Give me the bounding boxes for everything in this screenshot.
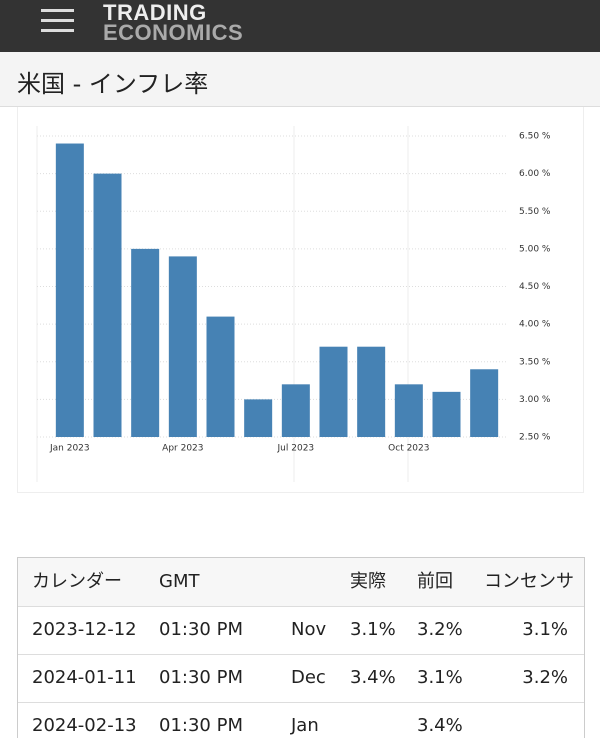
top-bar: TRADING ECONOMICS: [0, 0, 600, 52]
bar: [432, 391, 461, 437]
table-cell: 3.4%: [417, 715, 463, 736]
header-cell: 前回: [417, 571, 453, 592]
bar: [93, 173, 122, 437]
table-cell: 3.1%: [417, 667, 463, 688]
bar: [470, 369, 499, 437]
menu-icon[interactable]: [41, 19, 74, 22]
y-tick-label: 5.50 %: [519, 207, 551, 217]
bar: [394, 384, 423, 437]
x-tick-label: Oct 2023: [388, 444, 429, 454]
table-cell: 3.2%: [417, 619, 463, 640]
header-cell: GMT: [159, 571, 200, 592]
y-tick-label: 3.00 %: [519, 395, 551, 405]
logo[interactable]: TRADING: [103, 0, 207, 25]
calendar-table: カレンダー GMT 実際 前回 コンセンサ 2023-12-12 01:30 PM Nov 3.…: [17, 557, 585, 738]
table-cell: 01:30 PM: [159, 715, 243, 736]
table-cell: 3.1%: [522, 619, 568, 640]
bar: [281, 384, 310, 437]
table-row: 2024-02-13 01:30 PM Jan 3.4%: [18, 702, 584, 738]
header-cell: コンセンサ: [484, 571, 574, 592]
bar: [55, 143, 84, 437]
table-cell: 01:30 PM: [159, 619, 243, 640]
logo[interactable]: ECONOMICS: [103, 20, 244, 45]
table-cell: Jan: [291, 715, 319, 736]
table-header: カレンダー GMT 実際 前回 コンセンサ: [18, 558, 584, 607]
y-tick-label: 6.50 %: [519, 132, 551, 142]
y-tick-label: 2.50 %: [519, 433, 551, 443]
table-cell: 2024-02-13: [32, 715, 137, 736]
chart: 2.50 % 3.00 % 3.50 % 4.00 % 4.50 % 5.00 % 5.50…: [36, 126, 551, 482]
title-bar: 米国 - インフレ率: [0, 52, 600, 107]
table-cell: 01:30 PM: [159, 667, 243, 688]
y-tick-label: 4.50 %: [519, 282, 551, 292]
bar: [244, 399, 273, 437]
page-title: 米国 - インフレ率: [17, 70, 209, 98]
bar: [319, 346, 348, 437]
bar: [206, 316, 235, 437]
bar: [168, 256, 197, 437]
menu-icon[interactable]: [41, 9, 74, 12]
header-cell: 実際: [350, 571, 386, 592]
table-cell: Dec: [291, 667, 326, 688]
table-row: 2023-12-12 01:30 PM Nov 3.1% 3.2% 3.1%: [18, 606, 584, 655]
x-tick-label: Apr 2023: [162, 444, 203, 454]
table-row: 2024-01-11 01:30 PM Dec 3.4% 3.1% 3.2%: [18, 654, 584, 703]
y-tick-label: 3.50 %: [519, 357, 551, 367]
table-cell: 3.2%: [522, 667, 568, 688]
x-tick-label: Jan 2023: [49, 444, 90, 454]
table-cell: 2023-12-12: [32, 619, 137, 640]
table-cell: Nov: [291, 619, 327, 640]
table-cell: 3.1%: [350, 619, 396, 640]
bar: [357, 346, 386, 437]
table-cell: 2024-01-11: [32, 667, 137, 688]
y-tick-label: 6.00 %: [519, 169, 551, 179]
y-tick-label: 4.00 %: [519, 320, 551, 330]
table-cell: 3.4%: [350, 667, 396, 688]
menu-icon[interactable]: [41, 29, 74, 32]
header-cell: カレンダー: [32, 571, 122, 592]
bar: [131, 248, 160, 437]
chart-box: 2.50 % 3.00 % 3.50 % 4.00 % 4.50 % 5.00 % 5.50…: [17, 107, 584, 493]
x-tick-label: Jul 2023: [277, 444, 315, 454]
y-tick-label: 5.00 %: [519, 244, 551, 254]
